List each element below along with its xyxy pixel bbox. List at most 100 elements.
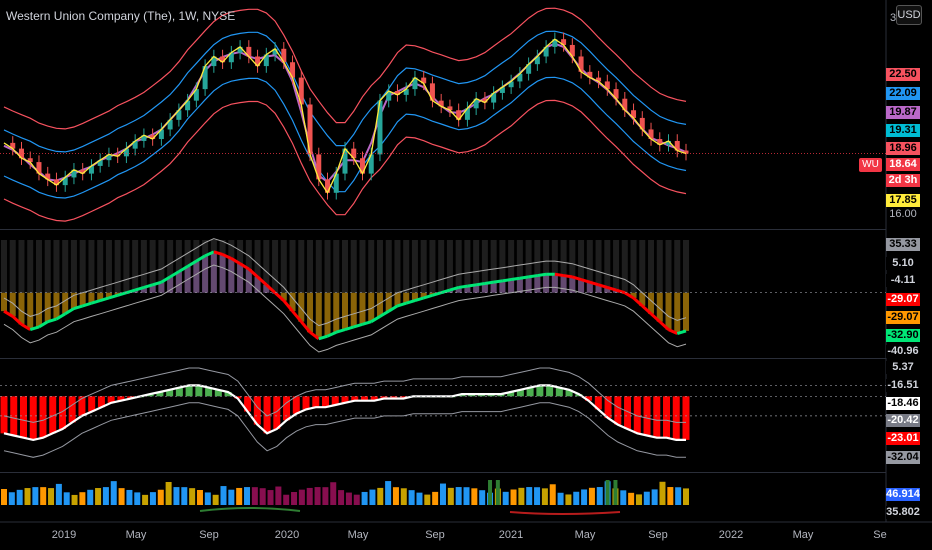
panel2-signal-segment (676, 329, 687, 335)
panel2-background-bar (62, 240, 69, 293)
candle-body (359, 158, 365, 174)
panel2-histogram-bar (586, 282, 593, 293)
panel2-histogram-bar (298, 292, 305, 322)
candle-body (534, 56, 540, 65)
panel2-signal-segment (344, 325, 355, 332)
panel4-volume-bar (361, 491, 368, 505)
panel2-signal-segment (38, 320, 49, 329)
panel3-histogram-bar (604, 396, 612, 419)
panel2-background-bar (219, 240, 226, 293)
candle-body (167, 119, 173, 130)
panel2-axis-tag: 35.33 (886, 238, 920, 251)
panel4-volume-bar (79, 492, 86, 505)
panel2-signal-segment (47, 317, 57, 324)
candle-body (45, 173, 51, 180)
panel2-signal-segment (82, 301, 92, 308)
candle-body (403, 89, 409, 95)
panel4-volume-bar (330, 482, 337, 505)
panel2-signal-segment (493, 279, 503, 284)
lower-envelope-line (3, 99, 687, 222)
panel4-volume-bar (55, 483, 62, 505)
panel4-volume-bar (283, 494, 290, 505)
panel2-background-bar (210, 240, 217, 293)
time-axis-label: May (347, 529, 369, 541)
panel2-background-bar (499, 240, 506, 293)
candle-body (604, 81, 610, 90)
panel2-histogram-bar (18, 292, 25, 325)
panel4-volume-bar (510, 489, 517, 505)
panel2-signal-segment (571, 275, 582, 281)
panel2-histogram-bar (254, 276, 261, 293)
panel2-histogram-bar (481, 283, 488, 293)
panel2-signal-segment (667, 328, 678, 335)
panel2-histogram-bar (525, 276, 532, 293)
panel2-signal-segment (414, 296, 425, 303)
panel4-volume-bar (463, 487, 470, 505)
panel2-signal-segment (440, 288, 451, 295)
panel3-histogram-bar (585, 396, 593, 401)
panel2-histogram-bar (499, 280, 506, 293)
panel4-volume-bar (118, 488, 125, 505)
panel2-histogram-bar (210, 251, 217, 293)
candle-body (36, 162, 42, 174)
candle-body (220, 56, 226, 63)
panel2-histogram-bar (97, 292, 104, 301)
panel2-background-bar (394, 240, 401, 293)
panel2-histogram-bar (665, 292, 672, 330)
panel2-histogram-bar (88, 292, 95, 304)
time-axis-label: 2022 (718, 529, 744, 541)
panel2-background-bar (438, 240, 445, 293)
symbol-title: Western Union Company (The), 1W, NYSE (6, 9, 236, 23)
panel3-histogram-bar (477, 394, 485, 397)
panel2-histogram-bar (44, 292, 51, 322)
panel2-histogram-bar (228, 258, 235, 293)
panel2-upper-band (3, 238, 687, 327)
panel2-background-bar (376, 240, 383, 293)
panel3-histogram-bar (166, 389, 174, 397)
panel4-curve (509, 511, 621, 515)
panel2-background-bar (446, 240, 453, 293)
panel2-signal-segment (143, 283, 154, 289)
panel2-signal-segment (641, 304, 653, 315)
currency-button[interactable]: USD (896, 5, 922, 25)
panel2-signal-segment (265, 283, 277, 294)
panel3-histogram-bar (68, 396, 76, 423)
panel2-background-bar (272, 240, 279, 293)
candle-body (97, 160, 103, 166)
candle-body (438, 100, 444, 107)
time-axis-label: 2021 (498, 529, 524, 541)
candle-body (115, 154, 121, 157)
candle-body (657, 139, 663, 145)
panel2-histogram-bar (237, 263, 244, 293)
panel2-histogram-bar (674, 292, 681, 334)
panel4-volume-bar (651, 489, 658, 505)
panel4-volume-bar (541, 488, 548, 505)
panel3-histogram-bar (195, 385, 203, 397)
panel4-volume-bar (518, 487, 525, 505)
panel3-histogram-bar (19, 396, 27, 438)
panel4-volume-bar (71, 494, 78, 505)
panel4-volume-bar (275, 486, 282, 505)
panel2-signal-segment (353, 322, 363, 329)
panel4-volume-bar (157, 489, 164, 505)
panel2-histogram-bar (411, 292, 418, 301)
panel2-signal-segment (282, 299, 294, 313)
panel4-volume-bar (392, 487, 399, 505)
panel2-background-bar (411, 240, 418, 293)
panel2-histogram-bar (359, 292, 366, 325)
panel3-lower-band (3, 402, 686, 458)
candle-body (561, 39, 567, 45)
candle-body (648, 129, 654, 140)
panel4-volume-bar (588, 487, 595, 505)
panel2-signal-segment (335, 328, 346, 334)
candle-body (421, 77, 427, 84)
panel4-volume-bar (455, 487, 462, 505)
panel2-histogram-bar (490, 282, 497, 293)
panel2-background-bar (245, 240, 252, 293)
panel2-histogram-bar (333, 292, 340, 333)
panel3-axis-tag: -18.46 (886, 397, 920, 410)
candle-body (325, 179, 331, 193)
panel2-histogram-bar (420, 292, 427, 298)
panel2-histogram-bar (385, 292, 392, 312)
